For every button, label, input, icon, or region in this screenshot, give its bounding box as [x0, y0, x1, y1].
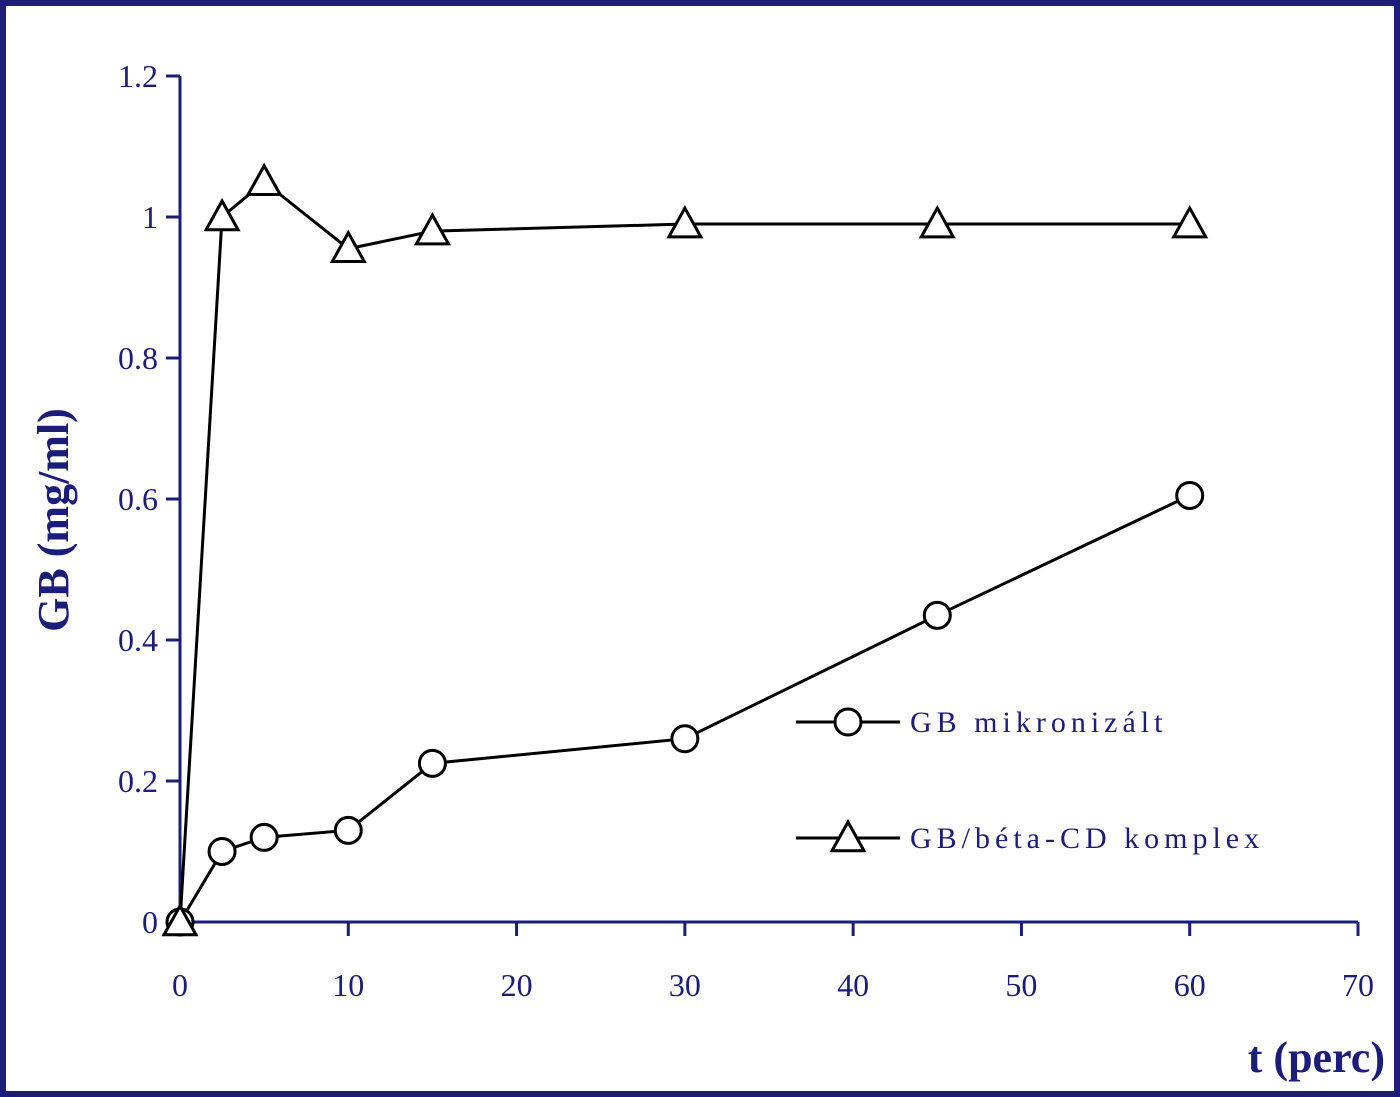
legend-label: GB/béta-CD komplex [910, 822, 1264, 855]
legend-item: GB mikronizált [796, 706, 1167, 739]
data-point [417, 748, 447, 778]
data-point [245, 162, 283, 197]
data-point [666, 204, 704, 239]
series-layer [161, 162, 1209, 937]
x-tick-label: 60 [1174, 967, 1206, 1003]
y-tick-label: 0.8 [118, 340, 158, 376]
data-point [203, 197, 241, 232]
axes: 0 0.2 0.4 0.6 0.8 1 1.2 0 10 20 30 40 50 60 70 [118, 58, 1374, 1003]
x-tick-label: 70 [1342, 967, 1374, 1003]
x-tick-label: 0 [172, 967, 188, 1003]
data-point [333, 815, 363, 845]
legend-label: GB mikronizált [910, 706, 1167, 739]
x-tick-label: 20 [501, 967, 533, 1003]
data-point [249, 822, 279, 852]
legend-triangle-marker [829, 818, 867, 853]
y-tick-label: 1 [142, 199, 158, 235]
legend-circle-marker [833, 707, 863, 737]
data-point [1171, 204, 1209, 239]
series-gb-beta-cd-komplex [161, 162, 1209, 937]
x-axis-title: t (perc) [1248, 1033, 1385, 1082]
data-point [670, 724, 700, 754]
y-tick-label: 0.6 [118, 481, 158, 517]
data-point [329, 229, 367, 264]
data-point [413, 212, 451, 246]
data-point [161, 902, 199, 937]
x-tick-label: 50 [1005, 967, 1037, 1003]
y-axis-title: GB (mg/ml) [29, 408, 78, 632]
x-tick-label: 40 [837, 967, 869, 1003]
y-tick-label: 0.4 [118, 622, 158, 658]
data-point [207, 837, 237, 866]
x-tick-label: 30 [669, 967, 701, 1003]
data-point [1175, 480, 1205, 510]
series-line [178, 179, 1190, 923]
y-tick-label: 1.2 [118, 58, 158, 94]
data-point [918, 204, 956, 239]
y-tick-label: 0.2 [118, 763, 158, 799]
data-point [922, 600, 952, 630]
legend: GB mikronizált GB/béta-CD komplex [796, 706, 1264, 855]
legend-item: GB/béta-CD komplex [796, 818, 1264, 855]
y-tick-label: 0 [142, 904, 158, 940]
x-tick-label: 10 [332, 967, 364, 1003]
